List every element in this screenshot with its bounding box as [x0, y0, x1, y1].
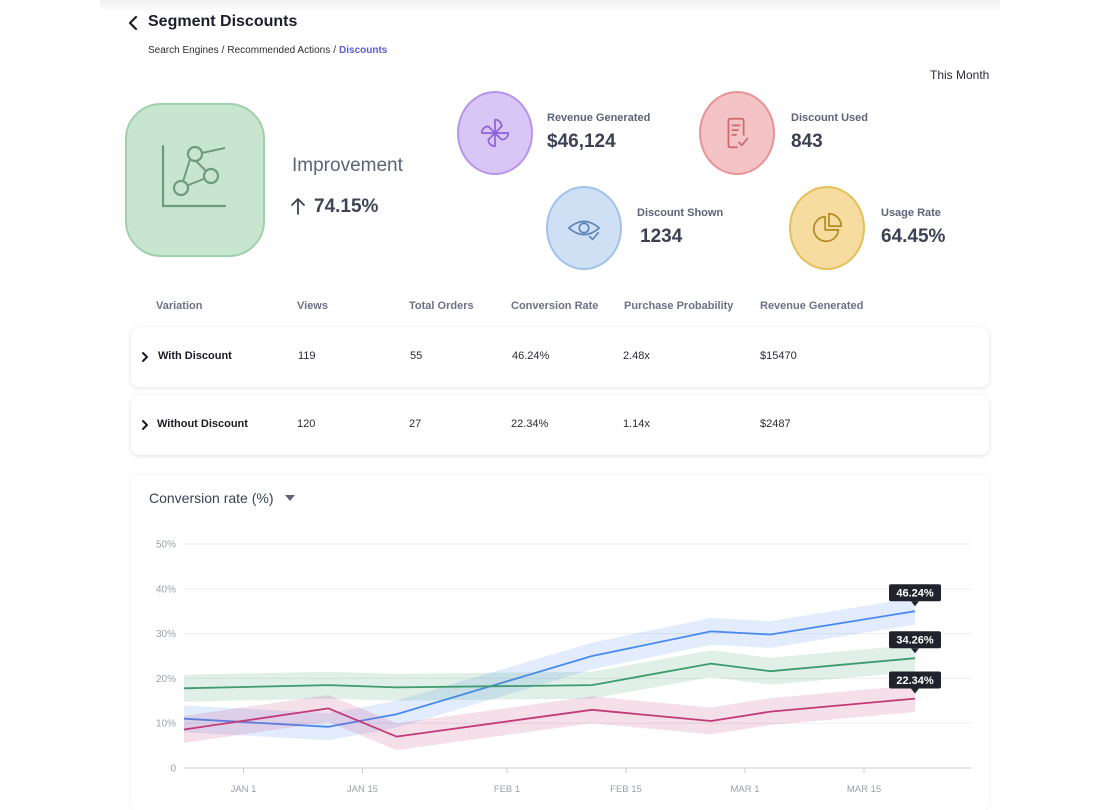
series-2-data-label: 22.34%: [896, 675, 934, 687]
series-1-line: [183, 657, 916, 690]
row-revenue-generated: $2487: [760, 418, 791, 430]
chevron-right-icon: [142, 420, 148, 430]
discount-shown-label: Discount Shown: [637, 207, 724, 219]
improvement-label: Improvement: [292, 155, 403, 176]
table-row[interactable]: Without Discount 120 27 22.34% 1.14x $24…: [131, 395, 989, 455]
arrow-up-icon: [291, 198, 305, 215]
chart-card: [131, 475, 989, 810]
improvement-tile: [125, 103, 265, 257]
eye-check-icon: [567, 220, 601, 241]
row-purchase-probability: 2.48x: [623, 350, 650, 362]
discount-used-value: 843: [791, 131, 823, 152]
pie-chart-icon: [812, 212, 843, 243]
series-2-callout: [889, 671, 941, 689]
row-conversion-rate: 22.34%: [511, 418, 549, 430]
back-button[interactable]: [124, 12, 142, 34]
row-total-orders: 27: [409, 418, 422, 430]
series-0-callout: [889, 584, 941, 602]
revenue-generated-label: Revenue Generated: [547, 112, 651, 124]
breadcrumb-separator: /: [221, 45, 225, 56]
series-1-callout: [889, 631, 941, 649]
x-tick-label: MAR 1: [730, 784, 759, 795]
x-tick-label: FEB 1: [494, 784, 520, 795]
breadcrumb-search-engines[interactable]: Search Engines: [148, 45, 219, 56]
column-header-conversion-rate: Conversion Rate: [511, 300, 599, 312]
row-views: 119: [298, 350, 316, 362]
breadcrumb-recommended-actions[interactable]: Recommended Actions: [227, 45, 331, 56]
row-revenue-generated: $15470: [760, 350, 797, 362]
y-tick-label: 10%: [156, 719, 176, 730]
row-conversion-rate: 46.24%: [512, 350, 550, 362]
chevron-left-icon: [128, 15, 138, 31]
series-0-line: [183, 610, 916, 728]
scatter-chart-icon: [161, 144, 227, 208]
column-header-revenue-generated: Revenue Generated: [760, 300, 864, 312]
discount-shown-badge: [546, 186, 622, 270]
metric-dropdown[interactable]: Conversion rate (%): [149, 490, 296, 506]
revenue-generated-value: $46,124: [547, 131, 616, 152]
x-tick-label: MAR 15: [847, 784, 881, 795]
series-2-line: [183, 697, 916, 738]
metric-dropdown-label: Conversion rate (%): [149, 490, 274, 506]
series-0-data-label: 46.24%: [896, 588, 934, 600]
page-title: Segment Discounts: [148, 13, 298, 30]
discount-shown-value: 1234: [640, 226, 683, 247]
column-header-purchase-probability: Purchase Probability: [624, 300, 734, 312]
usage-rate-badge: [789, 186, 865, 270]
x-tick-label: FEB 15: [610, 784, 642, 795]
series-0-callout-pointer: [911, 601, 919, 607]
y-tick-label: 0: [170, 764, 176, 775]
top-shadow: [100, 0, 1000, 14]
y-tick-label: 30%: [156, 629, 176, 640]
discount-used-label: Discount Used: [791, 112, 869, 124]
pinwheel-icon: [480, 118, 510, 148]
table-row[interactable]: With Discount 119 55 46.24% 2.48x $15470: [131, 327, 989, 387]
row-variation: Without Discount: [157, 418, 248, 430]
column-header-total-orders: Total Orders: [409, 300, 474, 312]
period-selector[interactable]: This Month: [930, 68, 990, 82]
improvement-value: 74.15%: [314, 196, 379, 217]
x-tick-label: JAN 15: [347, 784, 378, 795]
breadcrumb-separator: /: [333, 45, 337, 56]
column-header-views: Views: [297, 300, 328, 312]
series-1-callout-pointer: [911, 648, 919, 654]
usage-rate-value: 64.45%: [881, 226, 946, 247]
series-2-callout-pointer: [911, 688, 919, 694]
chevron-right-icon: [142, 352, 148, 362]
breadcrumb-discounts: Discounts: [339, 45, 388, 56]
usage-rate-label: Usage Rate: [881, 207, 941, 219]
row-total-orders: 55: [410, 350, 423, 362]
y-tick-label: 40%: [156, 584, 176, 595]
y-tick-label: 20%: [156, 674, 176, 685]
receipt-check-icon: [727, 117, 749, 149]
row-variation: With Discount: [158, 350, 232, 362]
discount-used-badge: [699, 91, 775, 175]
breadcrumb: Search Engines / Recommended Actions / Disco…: [148, 45, 387, 56]
series-1-band: [184, 644, 915, 702]
revenue-generated-badge: [457, 91, 533, 175]
series-2-band: [184, 685, 915, 751]
y-tick-label: 50%: [156, 540, 176, 551]
column-header-variation: Variation: [156, 300, 203, 312]
row-views: 120: [297, 418, 316, 430]
series-1-data-label: 34.26%: [896, 635, 934, 647]
row-purchase-probability: 1.14x: [623, 418, 650, 430]
caret-down-icon: [284, 495, 295, 501]
conversion-rate-chart: 0 10% 20% 30% 40% 50% JAN 1 JAN 15 FEB 1 FEB 15 MA…: [156, 540, 971, 795]
x-tick-label: JAN 1: [231, 784, 257, 795]
